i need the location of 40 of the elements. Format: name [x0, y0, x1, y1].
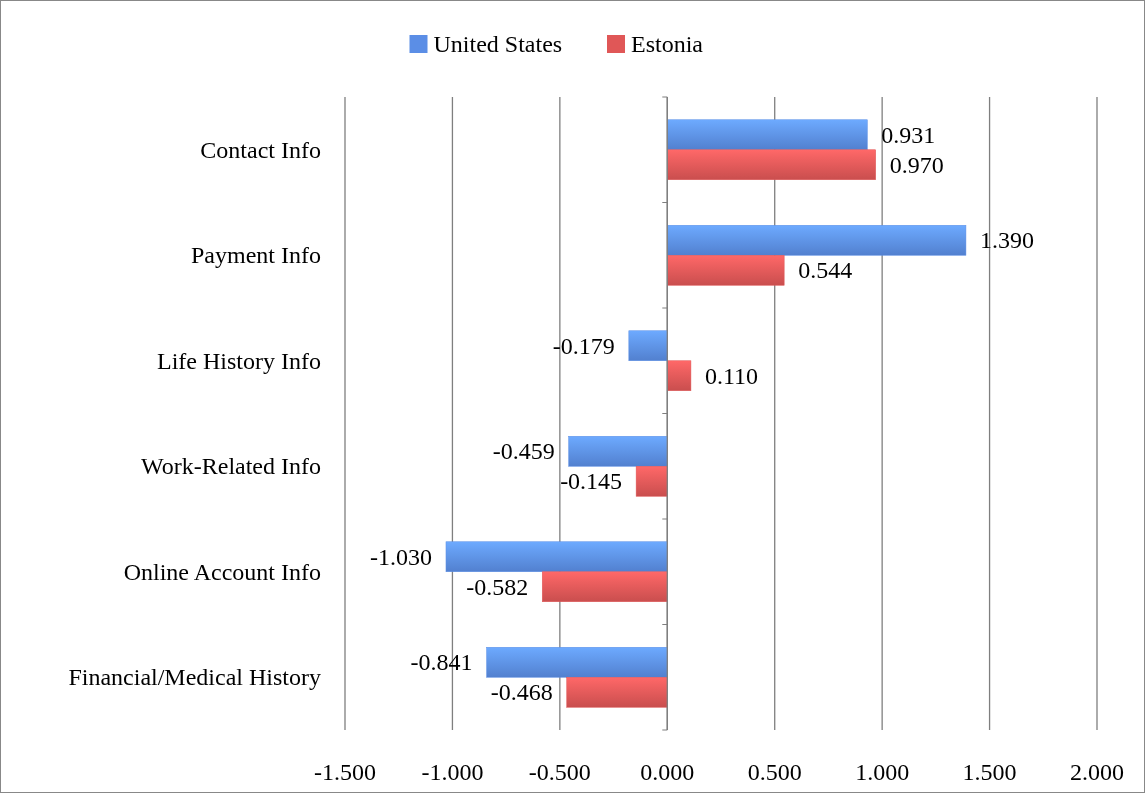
x-tick-label: -0.500 — [528, 759, 591, 785]
data-label: -0.582 — [466, 573, 529, 600]
x-tick-label: -1.000 — [421, 759, 484, 785]
y-tick-label: Payment Info — [191, 242, 321, 269]
y-tick-label: Contact Info — [200, 136, 321, 163]
data-label: 0.110 — [704, 362, 759, 389]
y-tick-label: Online Account Info — [123, 558, 321, 585]
x-tick-label: 1.000 — [855, 759, 910, 785]
x-tick-label: 0.000 — [640, 759, 695, 785]
bar — [667, 360, 692, 391]
bar — [566, 677, 668, 708]
y-tick-label: Financial/Medical History — [68, 664, 321, 691]
y-tick-label: Work-Related Info — [141, 453, 321, 480]
data-label: -1.030 — [369, 543, 432, 570]
bar — [635, 466, 668, 497]
data-label: -0.841 — [410, 649, 473, 676]
data-label: 0.931 — [881, 121, 936, 148]
data-label: 0.544 — [798, 257, 853, 284]
bar — [667, 225, 967, 256]
bar — [667, 149, 876, 180]
bar — [541, 571, 668, 602]
bar — [667, 119, 868, 150]
data-label: -0.179 — [552, 332, 615, 359]
bar — [628, 330, 668, 361]
data-label: -0.468 — [490, 679, 553, 706]
legend-label: Estonia — [631, 31, 704, 57]
x-tick-label: 0.500 — [747, 759, 802, 785]
data-label: 0.970 — [889, 151, 944, 178]
y-tick-label: Life History Info — [157, 347, 321, 374]
data-label: -0.145 — [560, 468, 623, 495]
data-label: -0.459 — [492, 438, 555, 465]
bar — [486, 647, 668, 678]
legend-label: United States — [433, 31, 563, 57]
x-tick-label: 1.500 — [962, 759, 1017, 785]
bar — [568, 436, 668, 467]
x-tick-label: 2.000 — [1070, 759, 1124, 785]
x-tick-label: -1.500 — [314, 759, 376, 785]
data-label: 1.390 — [979, 227, 1034, 254]
bar — [445, 541, 668, 572]
bar — [667, 255, 785, 286]
